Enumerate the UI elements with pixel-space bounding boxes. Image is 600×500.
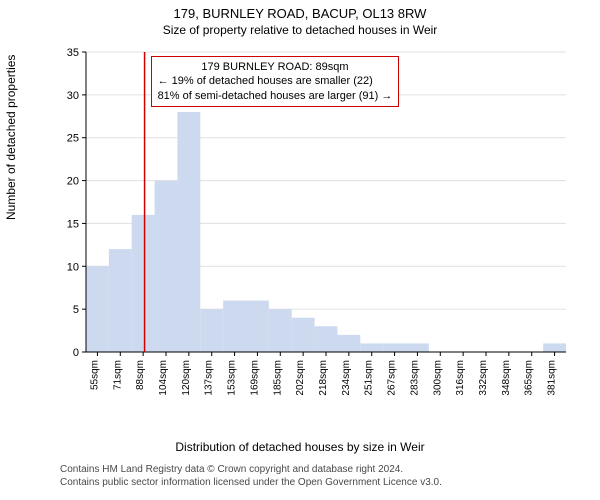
bar: [109, 249, 132, 352]
xtick-label: 348sqm: [501, 360, 512, 396]
info-line-2: ← 19% of detached houses are smaller (22…: [158, 74, 393, 88]
bar: [223, 301, 246, 352]
bar: [337, 335, 360, 352]
xtick-label: 55sqm: [89, 360, 100, 390]
xtick-label: 316sqm: [455, 360, 466, 396]
bar: [246, 301, 269, 352]
bar: [543, 343, 566, 352]
bar: [360, 343, 383, 352]
xtick-label: 137sqm: [204, 360, 215, 396]
ytick-label: 0: [73, 347, 79, 359]
bar: [200, 309, 223, 352]
xtick-label: 88sqm: [135, 360, 146, 390]
xtick-label: 202sqm: [295, 360, 306, 396]
ytick-label: 30: [67, 90, 79, 102]
xtick-label: 169sqm: [249, 360, 260, 396]
ytick-label: 10: [67, 261, 79, 273]
ytick-label: 35: [67, 47, 79, 59]
xtick-label: 267sqm: [387, 360, 398, 396]
info-line-3: 81% of semi-detached houses are larger (…: [158, 89, 393, 103]
xtick-label: 218sqm: [318, 360, 329, 396]
xtick-label: 332sqm: [478, 360, 489, 396]
ytick-label: 5: [73, 304, 79, 316]
xtick-label: 104sqm: [158, 360, 169, 396]
footer-line-2: Contains public sector information licen…: [60, 477, 442, 490]
xtick-label: 300sqm: [432, 360, 443, 396]
bar: [86, 266, 109, 352]
chart-title-line1: 179, BURNLEY ROAD, BACUP, OL13 8RW: [0, 0, 600, 21]
xtick-label: 365sqm: [524, 360, 535, 396]
bar: [269, 309, 292, 352]
footer-line-1: Contains HM Land Registry data © Crown c…: [60, 464, 442, 477]
ytick-label: 15: [67, 218, 79, 230]
bar: [315, 326, 338, 352]
xtick-label: 153sqm: [227, 360, 238, 396]
xtick-label: 185sqm: [272, 360, 283, 396]
footer-attribution: Contains HM Land Registry data © Crown c…: [60, 464, 442, 489]
bar: [406, 343, 429, 352]
bar: [177, 112, 200, 352]
x-axis-label: Distribution of detached houses by size …: [0, 440, 600, 454]
xtick-label: 381sqm: [547, 360, 558, 396]
bar: [132, 215, 155, 352]
ytick-label: 25: [67, 133, 79, 145]
y-axis-label: Number of detached properties: [4, 55, 18, 220]
xtick-label: 120sqm: [181, 360, 192, 396]
chart-title-line2: Size of property relative to detached ho…: [0, 21, 600, 41]
bar: [383, 343, 406, 352]
ytick-label: 20: [67, 176, 79, 188]
chart-container: 179, BURNLEY ROAD, BACUP, OL13 8RW Size …: [0, 0, 600, 500]
bar: [155, 181, 178, 352]
xtick-label: 71sqm: [112, 360, 123, 390]
bar: [292, 318, 315, 352]
info-annotation-box: 179 BURNLEY ROAD: 89sqm ← 19% of detache…: [151, 56, 400, 107]
xtick-label: 283sqm: [409, 360, 420, 396]
xtick-label: 251sqm: [364, 360, 375, 396]
xtick-label: 234sqm: [341, 360, 352, 396]
info-line-1: 179 BURNLEY ROAD: 89sqm: [158, 60, 393, 74]
